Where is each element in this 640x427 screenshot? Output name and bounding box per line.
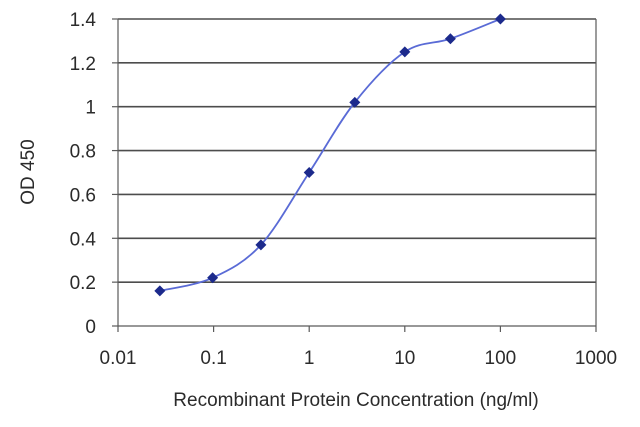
- x-tick-labels: 0.01 0.1 1 10 100 1000: [100, 348, 618, 369]
- y-tick-labels: 0 0.2 0.4 0.6 0.8 1 1.2 1.4: [70, 10, 97, 338]
- gridlines: [118, 18, 596, 283]
- x-tick-label: 0.1: [200, 348, 226, 369]
- data-point: [494, 13, 506, 25]
- y-axis-title: OD 450: [18, 139, 39, 204]
- series-line: [159, 18, 501, 292]
- data-point: [349, 96, 361, 108]
- data-point: [255, 239, 267, 251]
- y-tick-label: 0: [85, 317, 96, 338]
- y-tick-label: 1: [85, 98, 96, 119]
- data-point: [207, 272, 219, 284]
- x-tick-label: 0.01: [100, 348, 137, 369]
- y-tick-label: 0.4: [70, 229, 97, 250]
- data-point: [154, 285, 166, 297]
- y-tick-label: 0.2: [70, 273, 96, 294]
- plot-area: [118, 19, 596, 326]
- data-point: [303, 167, 315, 178]
- x-tick-label: 1000: [575, 348, 617, 369]
- x-tick-label: 10: [394, 348, 415, 369]
- x-axis-title: Recombinant Protein Concentration (ng/ml…: [173, 390, 538, 411]
- y-tick-label: 0.8: [70, 142, 96, 163]
- x-tick-label: 100: [485, 348, 517, 369]
- y-tick-label: 1.4: [70, 10, 97, 31]
- data-point: [444, 33, 456, 45]
- axes: [112, 18, 597, 332]
- x-tick-label: 1: [304, 348, 315, 369]
- series-layer: [154, 13, 506, 297]
- y-tick-label: 1.2: [70, 54, 96, 75]
- data-point: [399, 46, 411, 58]
- y-tick-label: 0.6: [70, 185, 96, 206]
